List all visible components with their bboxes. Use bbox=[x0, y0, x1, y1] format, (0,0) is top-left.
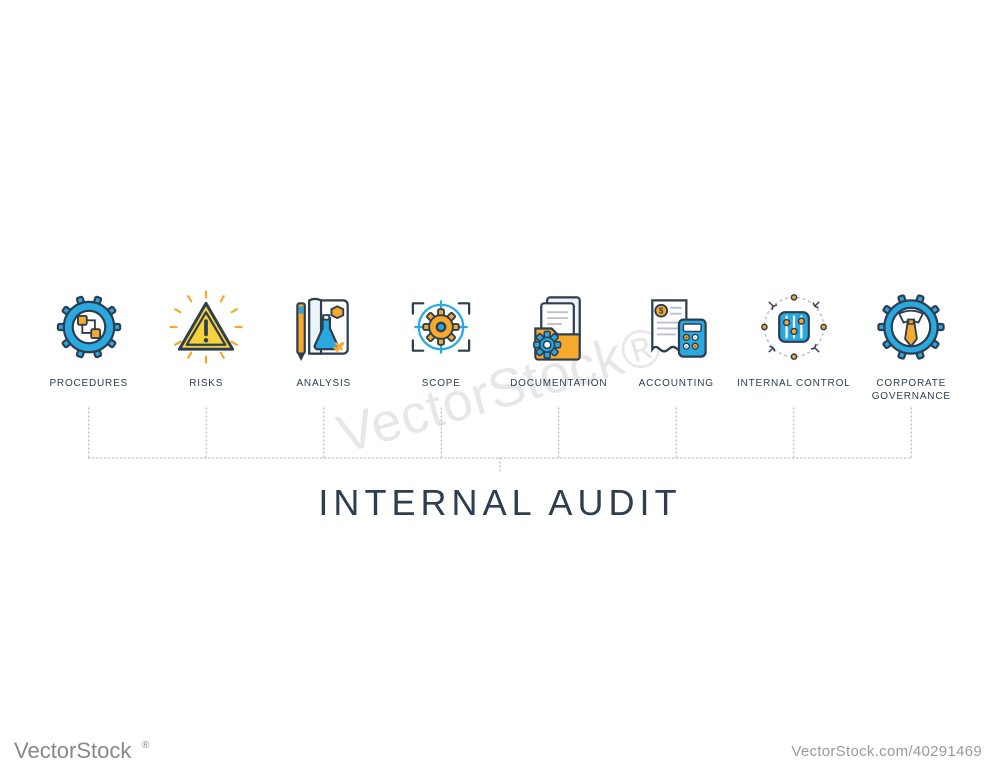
svg-text:÷: ÷ bbox=[694, 344, 697, 350]
infographic-item-procedures: PROCEDURES bbox=[30, 290, 148, 391]
svg-text:×: × bbox=[685, 344, 688, 350]
infographic-item-label: INTERNAL CONTROL bbox=[737, 378, 851, 391]
infographic-item-label: DOCUMENTATION bbox=[510, 378, 607, 391]
watermark-brand: VectorStock ® bbox=[14, 736, 174, 766]
svg-text:VectorStock: VectorStock bbox=[14, 738, 132, 763]
infographic-item-label: RISKS bbox=[189, 378, 223, 391]
corporate-governance-gear-tie-icon bbox=[874, 290, 948, 364]
watermark-strip: VectorStock ® VectorStock.com/40291469 bbox=[0, 722, 1000, 780]
infographic-item-label: PROCEDURES bbox=[49, 378, 128, 391]
svg-text:$: $ bbox=[659, 307, 664, 316]
infographic-item-label: ANALYSIS bbox=[296, 378, 351, 391]
icon-row: PROCEDURES RISKS ANALYSIS SCOP bbox=[30, 290, 970, 403]
infographic-item-internal_control: INTERNAL CONTROL bbox=[735, 290, 853, 391]
infographic-item-label: ACCOUNTING bbox=[639, 378, 714, 391]
svg-text:−: − bbox=[694, 336, 697, 342]
analysis-report-flask-icon bbox=[287, 290, 361, 364]
infographic-item-scope: SCOPE bbox=[383, 290, 501, 391]
infographic-item-label: SCOPE bbox=[422, 378, 461, 391]
accounting-invoice-calculator-icon: $ + − × ÷ bbox=[639, 290, 713, 364]
infographic-item-risks: RISKS bbox=[148, 290, 266, 391]
infographic-item-accounting: $ + − × ÷ ACCOUNTING bbox=[618, 290, 736, 391]
svg-text:®: ® bbox=[142, 740, 150, 751]
svg-text:+: + bbox=[685, 336, 688, 342]
internal-control-sliders-icon bbox=[757, 290, 831, 364]
infographic-item-analysis: ANALYSIS bbox=[265, 290, 383, 391]
watermark-id: VectorStock.com/40291469 bbox=[791, 743, 982, 760]
infographic-title: INTERNAL AUDIT bbox=[0, 482, 1000, 524]
risks-warning-triangle-icon bbox=[169, 290, 243, 364]
infographic-item-label: CORPORATE GOVERNANCE bbox=[872, 378, 951, 403]
scope-target-gear-icon bbox=[404, 290, 478, 364]
procedures-gear-flow-icon bbox=[52, 290, 126, 364]
infographic-item-documentation: DOCUMENTATION bbox=[500, 290, 618, 391]
infographic-canvas: VectorStock ® PROCEDURES RISKS ANALYSIS bbox=[0, 0, 1000, 780]
infographic-item-corporate_governance: CORPORATE GOVERNANCE bbox=[853, 290, 971, 403]
documentation-folder-gear-icon bbox=[522, 290, 596, 364]
